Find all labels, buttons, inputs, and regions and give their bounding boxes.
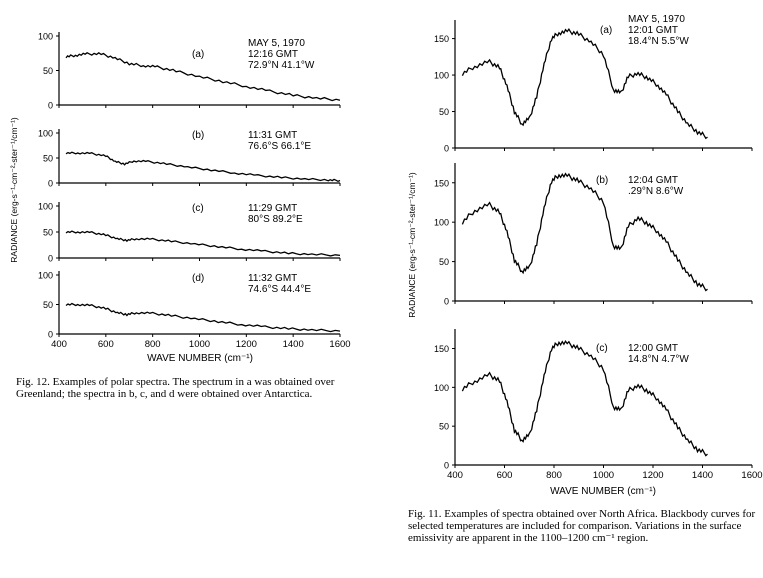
fig12-panel-d-spectrum-line bbox=[65, 302, 341, 333]
x-tick-label: 1200 bbox=[642, 470, 663, 481]
fig12-panel-b-time: 11:31 GMT bbox=[248, 130, 297, 141]
x-tick-label: 800 bbox=[546, 470, 562, 481]
fig11-panel-c-spectrum-line bbox=[461, 339, 708, 457]
fig12-panel-a-y-tick-label: 100 bbox=[38, 32, 53, 42]
fig11-panel-a-label: (a) bbox=[600, 25, 612, 36]
fig11-panel-a-location: 18.4°N 5.5°W bbox=[628, 36, 689, 47]
fig11-x-axis-title: WAVE NUMBER (cm⁻¹) bbox=[550, 486, 656, 497]
x-tick-label: 1600 bbox=[329, 339, 350, 350]
fig11-panel-b-y-tick-label: 150 bbox=[434, 178, 449, 188]
fig11-panel-c-location: 14.8°N 4.7°W bbox=[628, 354, 689, 365]
fig12-panel-c-y-tick-label: 50 bbox=[43, 228, 53, 238]
x-tick-label: 1600 bbox=[741, 470, 762, 481]
fig11-panel-a-y-tick-label: 50 bbox=[439, 107, 449, 117]
fig11-panel-c-time: 12:00 GMT bbox=[628, 343, 678, 354]
fig12-panel-d-y-tick-label: 100 bbox=[38, 271, 53, 281]
x-tick-label: 400 bbox=[447, 470, 463, 481]
fig12-panel-b-location: 76.6°S 66.1°E bbox=[248, 141, 311, 152]
fig11-y-axis-title: RADIANCE (erg-s⁻¹-cm⁻²-ster⁻¹/cm⁻¹) bbox=[407, 172, 417, 318]
fig11-panel-c-y-tick-label: 0 bbox=[444, 461, 449, 471]
figure-12-caption: Fig. 12. Examples of polar spectra. The … bbox=[16, 376, 335, 400]
fig12-x-axis-title: WAVE NUMBER (cm⁻¹) bbox=[147, 353, 253, 364]
fig11-panel-b-time: 12:04 GMT bbox=[628, 175, 678, 186]
fig11-panel-a-y-tick-label: 0 bbox=[444, 144, 449, 154]
fig12-panel-a-location: 72.9°N 41.1°W bbox=[248, 60, 315, 71]
fig11-panel-c-y-tick-label: 50 bbox=[439, 422, 449, 432]
x-tick-label: 800 bbox=[145, 339, 161, 350]
fig12-panel-c-y-tick-label: 0 bbox=[48, 254, 53, 264]
fig12-panel-b-y-tick-label: 100 bbox=[38, 129, 53, 139]
fig11-panel-c-y-tick-label: 100 bbox=[434, 383, 449, 393]
fig12-y-axis-title: RADIANCE (erg-s⁻¹-cm⁻²-ster⁻¹/cm⁻¹) bbox=[9, 117, 19, 263]
fig11-panel-c-label: (c) bbox=[596, 343, 608, 354]
fig11-panel-b-y-tick-label: 100 bbox=[434, 218, 449, 228]
fig12-panel-d-label: (d) bbox=[192, 273, 204, 284]
fig11-panel-a-y-tick-label: 100 bbox=[434, 71, 449, 81]
fig12-panel-c-spectrum-line bbox=[65, 230, 341, 257]
fig12-panel-d-y-tick-label: 50 bbox=[43, 300, 53, 310]
fig12-panel-b-y-tick-label: 50 bbox=[43, 154, 53, 164]
fig11-panel-b-y-tick-label: 0 bbox=[444, 297, 449, 307]
fig12-panel-b-spectrum-line bbox=[65, 151, 341, 183]
fig11-panel-b-spectrum-line bbox=[461, 172, 708, 292]
fig11-panel-a-spectrum-line bbox=[461, 28, 708, 140]
fig12-panel-c-location: 80°S 89.2°E bbox=[248, 214, 303, 225]
figure-11-caption: Fig. 11. Examples of spectra obtained ov… bbox=[408, 508, 756, 544]
fig12-panel-b-label: (b) bbox=[192, 130, 204, 141]
fig11-panel-b-location: .29°N 8.6°W bbox=[628, 186, 684, 197]
fig12-panel-d-location: 74.6°S 44.4°E bbox=[248, 284, 311, 295]
x-tick-label: 600 bbox=[98, 339, 114, 350]
fig12-panel-a-label: (a) bbox=[192, 49, 204, 60]
fig11-panel-c-y-tick-label: 150 bbox=[434, 344, 449, 354]
fig11-panel-a-y-tick-label: 150 bbox=[434, 34, 449, 44]
fig11-panel-b-label: (b) bbox=[596, 175, 608, 186]
fig11-panel-a-date: MAY 5, 1970 bbox=[628, 14, 685, 25]
fig12-panel-c-time: 11:29 GMT bbox=[248, 203, 297, 214]
fig12-panel-c-y-tick-label: 100 bbox=[38, 202, 53, 212]
fig12-panel-c-label: (c) bbox=[192, 203, 204, 214]
x-tick-label: 400 bbox=[51, 339, 67, 350]
x-tick-label: 1400 bbox=[692, 470, 713, 481]
x-tick-label: 1200 bbox=[236, 339, 257, 350]
x-tick-label: 600 bbox=[497, 470, 513, 481]
fig12-panel-b-y-tick-label: 0 bbox=[48, 179, 53, 189]
x-tick-label: 1000 bbox=[593, 470, 614, 481]
fig12-panel-a-spectrum-line bbox=[65, 51, 341, 102]
fig12-panel-a-y-tick-label: 50 bbox=[43, 66, 53, 76]
fig12-panel-a-y-tick-label: 0 bbox=[48, 101, 53, 111]
x-tick-label: 1000 bbox=[189, 339, 210, 350]
x-tick-label: 1400 bbox=[283, 339, 304, 350]
fig12-panel-a-date: MAY 5, 1970 bbox=[248, 38, 305, 49]
fig12-panel-d-time: 11:32 GMT bbox=[248, 273, 297, 284]
fig12-panel-d-y-tick-label: 0 bbox=[48, 330, 53, 340]
fig11-panel-a-time: 12:01 GMT bbox=[628, 25, 678, 36]
fig11-panel-b-y-tick-label: 50 bbox=[439, 257, 449, 267]
fig12-panel-a-time: 12:16 GMT bbox=[248, 49, 298, 60]
